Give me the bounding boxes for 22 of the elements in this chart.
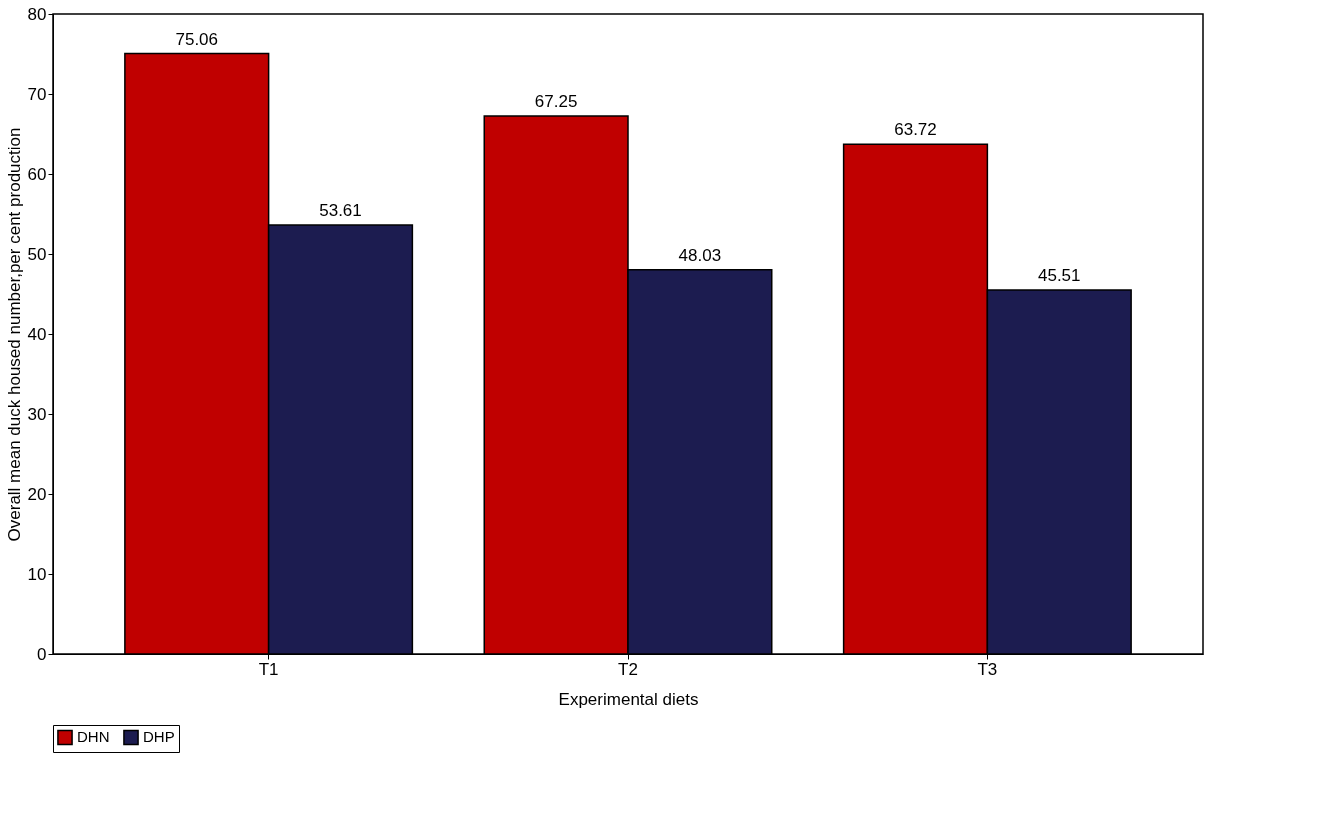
y-tick-label: 30: [27, 404, 47, 424]
legend-label: DHP: [143, 728, 175, 746]
data-label: 67.25: [534, 92, 578, 111]
y-tick-label: 50: [27, 244, 47, 264]
data-label: 53.61: [319, 201, 362, 221]
data-label: 45.51: [1037, 265, 1081, 285]
y-tick-label: 40: [27, 324, 47, 344]
x-tick-label: T3: [977, 659, 998, 679]
x-tick-label: T2: [618, 659, 638, 679]
y-tick-label: 0: [37, 644, 47, 664]
y-tick-label: 70: [27, 84, 47, 104]
data-label: 63.72: [894, 120, 937, 140]
data-label: 48.03: [678, 245, 722, 265]
x-tick-label: T1: [258, 659, 279, 679]
legend-label: DHN: [77, 728, 110, 746]
x-axis-title: Experimental diets: [558, 689, 699, 709]
y-tick-label: 20: [27, 484, 47, 504]
y-tick-label: 10: [27, 564, 47, 584]
y-tick-label: 60: [27, 164, 47, 184]
data-label: 75.06: [175, 29, 219, 49]
y-axis-title: Overall mean duck housed number,per cent production: [4, 127, 24, 542]
y-tick-label: 80: [27, 4, 47, 24]
